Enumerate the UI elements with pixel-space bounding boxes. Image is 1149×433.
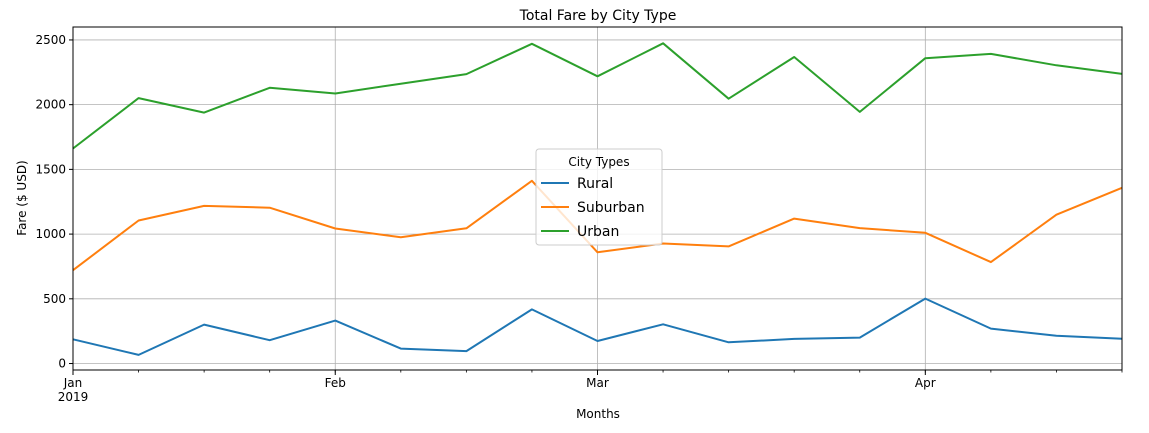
legend-box [535, 148, 663, 246]
x-tick-label: Jan [63, 376, 83, 390]
series-line-urban [72, 42, 1123, 150]
x-axis-label: Months [576, 407, 620, 421]
legend-entry-rural: Rural [577, 176, 613, 192]
x-tick-label: Apr [915, 376, 936, 390]
series-line-rural [72, 297, 1123, 356]
legend: City Types Rural Suburban Urban [535, 148, 663, 246]
chart-title: Total Fare by City Type [519, 8, 677, 24]
legend-title: City Types [568, 155, 629, 169]
y-tick-label: 1000 [35, 227, 66, 241]
series-line-suburban [72, 179, 1123, 271]
y-tick-label: 0 [58, 357, 66, 371]
x-tick-label: Mar [586, 376, 609, 390]
series-lines [72, 42, 1123, 356]
x-tick-sublabel: 2019 [58, 390, 89, 404]
legend-entry-suburban: Suburban [577, 200, 645, 216]
y-tick-label: 500 [43, 292, 66, 306]
y-tick-label: 1500 [35, 162, 66, 176]
y-axis-ticks: 0 500 1000 1500 2000 2500 [35, 33, 73, 371]
y-tick-label: 2500 [35, 33, 66, 47]
legend-entry-urban: Urban [577, 224, 619, 240]
x-tick-label: Feb [325, 376, 346, 390]
y-axis-label: Fare ($ USD) [15, 160, 29, 235]
y-tick-label: 2000 [35, 98, 66, 112]
